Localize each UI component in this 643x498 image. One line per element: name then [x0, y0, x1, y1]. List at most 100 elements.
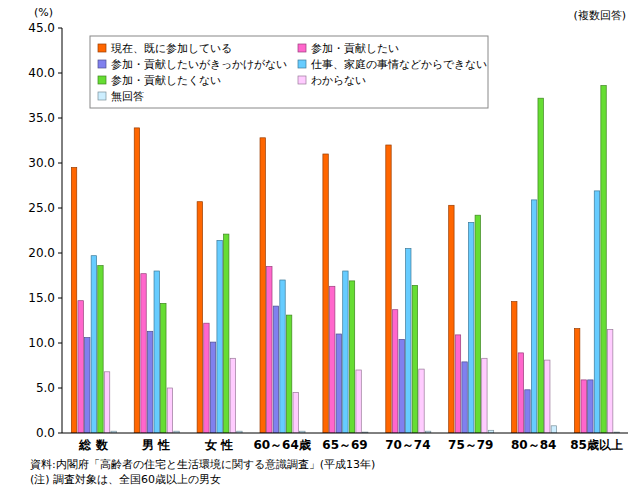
bar: [273, 306, 278, 433]
y-tick-label: 0.0: [36, 426, 55, 440]
legend-box: [90, 36, 488, 108]
legend-swatch: [298, 76, 306, 84]
bar: [343, 271, 348, 433]
y-tick: [58, 28, 62, 29]
bar: [468, 222, 473, 433]
bar: [210, 342, 215, 433]
footnote: (注) 調査対象は、全国60歳以上の男女: [30, 473, 221, 486]
y-axis: [62, 28, 63, 433]
legend-label: 無回答: [111, 90, 144, 103]
bar: [260, 138, 265, 433]
bar: [267, 267, 272, 434]
bar: [512, 302, 517, 433]
bar: [419, 369, 424, 433]
bar: [462, 362, 467, 433]
x-axis: [62, 433, 628, 434]
legend-swatch: [98, 44, 106, 52]
x-tick-label: 70～74: [385, 438, 430, 452]
y-tick-label: 45.0: [28, 21, 55, 35]
bar: [349, 281, 354, 433]
bar: [336, 334, 341, 433]
y-tick: [58, 253, 62, 254]
y-tick-label: 5.0: [36, 381, 55, 395]
y-tick: [58, 433, 62, 434]
legend-label: 参加・貢献したくない: [111, 74, 221, 87]
bar: [217, 240, 222, 433]
bar: [356, 370, 361, 433]
bar: [330, 286, 335, 433]
bar: [545, 360, 550, 433]
bar: [574, 329, 579, 433]
x-tick-label: 女 性: [204, 438, 233, 452]
bar: [475, 215, 480, 433]
bar: [399, 339, 404, 433]
y-tick: [58, 388, 62, 389]
bar: [392, 310, 397, 433]
x-tick-label: 85歳以上: [570, 438, 623, 452]
bar: [91, 256, 96, 433]
y-tick: [58, 298, 62, 299]
bar: [71, 168, 76, 434]
y-tick-label: 25.0: [28, 201, 55, 215]
y-tick-label: 15.0: [28, 291, 55, 305]
bar: [154, 271, 159, 433]
bar: [204, 323, 209, 433]
legend-label: わからない: [311, 74, 366, 87]
y-tick-label: 35.0: [28, 111, 55, 125]
y-tick-label: 20.0: [28, 246, 55, 260]
bar: [85, 338, 90, 433]
y-tick-label: 10.0: [28, 336, 55, 350]
legend-swatch: [98, 92, 106, 100]
bar: [518, 353, 523, 433]
chart: 0.05.010.015.020.025.030.035.040.045.0総 …: [0, 0, 643, 498]
y-tick-label: 30.0: [28, 156, 55, 170]
bar: [588, 380, 593, 433]
bar: [386, 145, 391, 433]
bar: [224, 234, 229, 433]
bars: [71, 86, 619, 433]
bar: [293, 393, 298, 434]
y-tick: [58, 208, 62, 209]
footnote: 資料:内閣府「高齢者の住宅と生活環境に関する意識調査」(平成13年): [30, 458, 375, 471]
bar: [449, 205, 454, 433]
bar: [147, 331, 152, 433]
legend-swatch: [98, 60, 106, 68]
legend-swatch: [98, 76, 106, 84]
bar: [134, 128, 139, 433]
x-tick-label: 60～64歳: [253, 438, 310, 452]
legend-label: 参加・貢献したい: [311, 42, 399, 55]
x-tick-label: 80～84: [511, 438, 556, 452]
x-tick-label: 65～69: [322, 438, 367, 452]
bar: [197, 202, 202, 433]
bar: [581, 380, 586, 433]
bar: [531, 200, 536, 433]
y-axis-label: (%): [34, 6, 53, 19]
annotation: (複数回答): [573, 9, 626, 22]
bar: [104, 372, 109, 433]
bar: [286, 315, 291, 433]
bar: [525, 390, 530, 433]
bar: [594, 191, 599, 433]
y-tick: [58, 343, 62, 344]
bar: [538, 98, 543, 433]
legend-swatch: [298, 60, 306, 68]
bar: [323, 154, 328, 433]
bar: [455, 335, 460, 433]
bar: [551, 426, 556, 433]
bar: [412, 285, 417, 433]
y-tick: [58, 73, 62, 74]
y-tick: [58, 118, 62, 119]
bar: [601, 86, 606, 433]
bar: [230, 358, 235, 433]
bar: [98, 266, 103, 433]
legend-label: 参加・貢献したいがきっかけがない: [111, 58, 287, 71]
x-tick-label: 男 性: [141, 438, 170, 452]
legend-swatch: [298, 44, 306, 52]
bar: [482, 358, 487, 433]
x-tick-label: 総 数: [78, 438, 108, 452]
bar: [78, 301, 83, 433]
bar: [167, 388, 172, 433]
bar: [161, 303, 166, 433]
legend-label: 現在、既に参加している: [111, 42, 232, 55]
bar: [141, 274, 146, 433]
